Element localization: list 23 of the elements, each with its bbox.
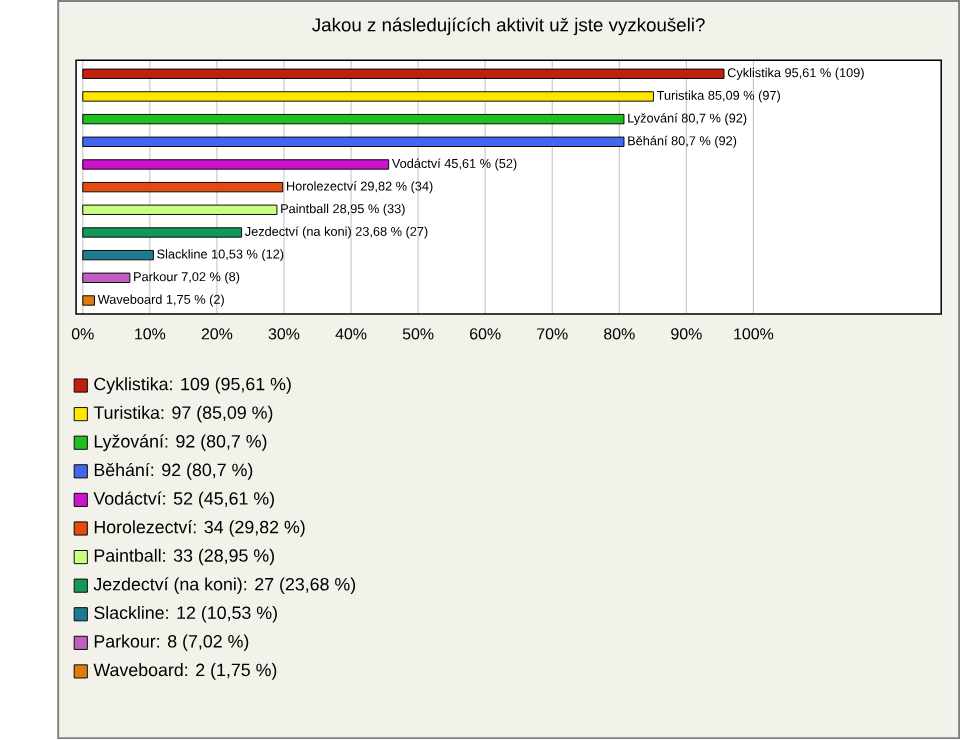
text: Cyklistika: 109 (95,61 %) xyxy=(94,377,291,395)
bar xyxy=(82,273,131,284)
bar xyxy=(82,205,278,216)
bar xyxy=(82,69,725,80)
bar xyxy=(82,159,390,171)
bar xyxy=(82,91,654,103)
text: Jezdectví (na koni): 27 (23,68 %) xyxy=(93,577,356,595)
bar xyxy=(82,250,154,261)
text: Horolezectví: 34 (29,82 %) xyxy=(94,520,305,538)
bar xyxy=(82,295,95,307)
bar xyxy=(82,227,243,239)
bar xyxy=(82,182,284,193)
text: Běhání: 92 (80,7 %) xyxy=(94,463,253,481)
text: Waveboard: 2 (1,75 %) xyxy=(93,663,277,681)
text: Lyžování: 92 (80,7 %) xyxy=(94,434,267,452)
text: Paintball: 33 (28,95 %) xyxy=(94,549,274,566)
text: Vodáctví: 52 (45,61 %) xyxy=(93,491,274,509)
bar xyxy=(82,137,625,148)
text: Parkour: 8 (7,02 %) xyxy=(94,634,249,652)
text: Turistika: 97 (85,09 %) xyxy=(93,406,273,423)
text: Slackline: 12 (10,53 %) xyxy=(94,606,277,623)
chart-title: Jakou z následujících aktivit už jste vyzkoušeli? xyxy=(312,17,705,36)
bar xyxy=(82,114,625,125)
